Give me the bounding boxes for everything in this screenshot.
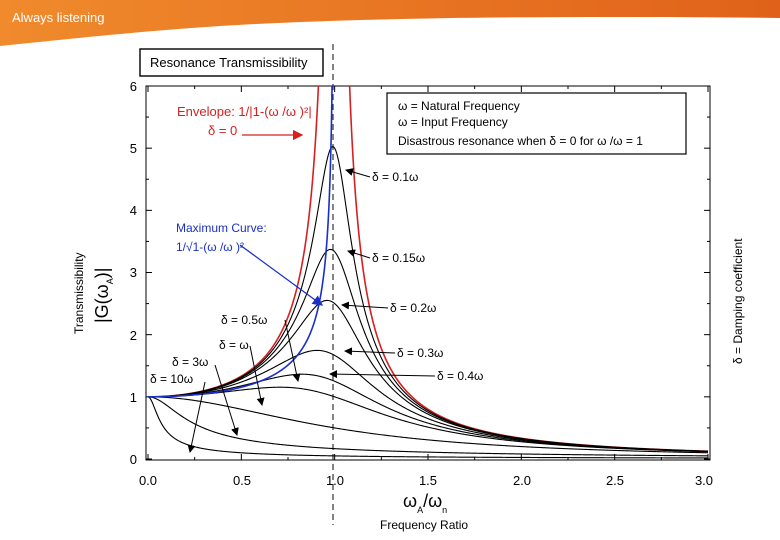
y-tick-label: 3 [130,265,137,280]
curves-group [147,86,709,459]
arrow-delta-1 [249,345,265,406]
series-label: δ = 3ω [172,355,208,369]
series-label: δ = 0.15ω [372,251,425,265]
legend-line-3: Disastrous resonance when δ = 0 for ω /ω… [398,134,643,148]
x-axis-label: ωA/ωn [403,491,447,515]
y-tick-label: 4 [130,203,137,218]
maximum-curve [148,86,333,398]
envelope-delta-label: δ = 0 [208,123,237,138]
legend-line-2: ω = Input Frequency [398,115,508,129]
x-tick-label: 1.5 [419,473,437,488]
damping-curve [147,396,708,457]
damping-curve [148,146,709,452]
y-axis-label: |G(ωA)| [92,268,115,323]
x-tick-label: 1.0 [326,473,344,488]
x-tick-labels: 0.0 0.5 1.0 1.5 2.0 2.5 3.0 [139,473,713,488]
legend-line-1: ω = Natural Frequency [398,99,520,113]
series-label: δ = 10ω [150,372,193,386]
arrow-delta-10 [187,381,206,453]
slide-title: Always listening [12,10,105,25]
max-curve-arrow [239,244,324,306]
x-tick-label: 2.5 [606,473,624,488]
y-tick-label: 0 [130,452,137,467]
series-label: δ = 0.5ω [221,313,267,327]
arrow-delta-3 [214,364,239,436]
right-label: δ = Damping coefficient [731,238,745,364]
y-axis-caption: Transmissibility [72,252,86,334]
arrow-delta-0-1 [345,168,371,178]
series-label: δ = 0.3ω [397,346,443,360]
chart-title-box [139,48,324,77]
arrow-delta-0-2 [341,301,389,310]
y-tick-labels: 0 1 2 3 4 5 6 [130,79,137,467]
damping-curve [148,349,709,452]
series-label: δ = 0.2ω [390,301,436,315]
damping-curve [147,396,708,459]
arrow-delta-0-5 [284,319,301,382]
max-curve-formula: 1/√1-(ω /ω )² [176,240,244,254]
arrow-delta-0-15 [347,249,371,259]
y-tick-label: 2 [130,328,137,343]
legend-box [386,92,687,155]
y-tick-label: 5 [130,141,137,156]
envelope-label: Envelope: 1/|1-(ω /ω )²| [177,104,312,119]
banner-wave [0,0,780,46]
series-label: δ = 0.4ω [437,369,483,383]
series-label: δ = 0.1ω [372,170,418,184]
x-axis-caption: Frequency Ratio [380,518,468,532]
x-tick-label: 2.0 [513,473,531,488]
arrow-delta-0-3 [344,347,396,356]
title-banner: Always listening [0,0,780,48]
x-tick-label: 0.0 [139,473,157,488]
x-tick-label: 3.0 [695,473,713,488]
svg-text:ωA/ωn: ωA/ωn [403,491,447,515]
envelope-curve-right [348,86,709,453]
chart-title: Resonance Transmissibility [150,55,308,70]
x-tick-label: 0.5 [233,473,251,488]
damping-curve [148,396,709,454]
svg-text:|G(ωA)|: |G(ωA)| [92,268,115,323]
max-curve-label: Maximum Curve: [176,221,267,235]
y-tick-label: 6 [130,79,137,94]
arrow-delta-0-4 [329,370,436,379]
damping-curve [148,386,709,453]
y-tick-label: 1 [130,390,137,405]
series-label: δ = ω [219,338,249,352]
